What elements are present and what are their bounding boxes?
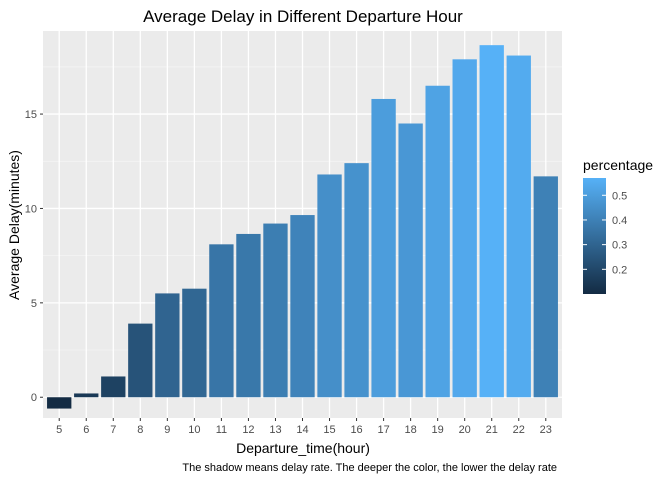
bar: [74, 393, 99, 398]
x-tick-label: 18: [405, 424, 417, 436]
y-tick-label: 5: [31, 298, 37, 310]
x-axis-label: Departure_time(hour): [236, 440, 370, 456]
bars: [47, 45, 558, 409]
y-axis-label: Average Delay(minutes): [6, 150, 22, 300]
bar: [506, 55, 531, 398]
y-tick-label: 15: [25, 109, 37, 121]
bar: [398, 123, 423, 398]
x-tick-label: 19: [432, 424, 444, 436]
x-tick-label: 16: [350, 424, 362, 436]
x-tick-label: 21: [486, 424, 498, 436]
legend-tick-label: 0.2: [612, 264, 627, 276]
bar: [155, 293, 180, 398]
bar: [344, 163, 369, 398]
legend-colorbar: [583, 178, 606, 294]
bar: [425, 85, 450, 398]
chart-title: Average Delay in Different Departure Hou…: [143, 7, 463, 26]
bar: [209, 244, 234, 398]
x-tick-label: 22: [513, 424, 525, 436]
x-tick-label: 14: [296, 424, 308, 436]
fill-legend: percentage 0.2 0.3 0.4 0.5: [583, 157, 653, 294]
bar: [317, 174, 342, 398]
bar: [479, 45, 504, 398]
y-axis-ticks: 0 5 10 15: [25, 109, 43, 404]
x-tick-label: 9: [164, 424, 170, 436]
bar: [128, 323, 153, 398]
x-tick-label: 11: [216, 424, 227, 436]
y-tick-label: 10: [25, 203, 37, 215]
x-tick-label: 12: [242, 424, 254, 436]
bar: [290, 215, 315, 398]
chart-caption: The shadow means delay rate. The deeper …: [182, 462, 557, 474]
bar: [182, 288, 207, 398]
bar: [101, 376, 126, 398]
x-tick-label: 7: [110, 424, 116, 436]
x-tick-label: 10: [188, 424, 200, 436]
bar: [263, 223, 288, 398]
x-tick-label: 6: [83, 424, 89, 436]
x-tick-label: 8: [137, 424, 143, 436]
x-tick-label: 13: [269, 424, 281, 436]
x-axis-ticks: 5 6 7 8 9 10 11 12 13 14 15 16 17 18 19 20 21 22 23: [56, 418, 552, 436]
bar: [47, 397, 72, 409]
legend-tick-label: 0.5: [612, 190, 627, 202]
legend-tick-label: 0.3: [612, 240, 627, 252]
bar: [236, 233, 261, 398]
legend-ticks: 0.2 0.3 0.4 0.5: [583, 190, 627, 276]
x-tick-label: 5: [56, 424, 62, 436]
x-tick-label: 23: [540, 424, 552, 436]
x-tick-label: 17: [377, 424, 389, 436]
legend-tick-label: 0.4: [612, 215, 627, 227]
bar: [533, 176, 558, 398]
x-tick-label: 15: [323, 424, 335, 436]
x-tick-label: 20: [459, 424, 471, 436]
y-tick-label: 0: [31, 392, 37, 404]
bar: [452, 59, 477, 398]
bar: [371, 98, 396, 398]
legend-title: percentage: [583, 157, 653, 173]
